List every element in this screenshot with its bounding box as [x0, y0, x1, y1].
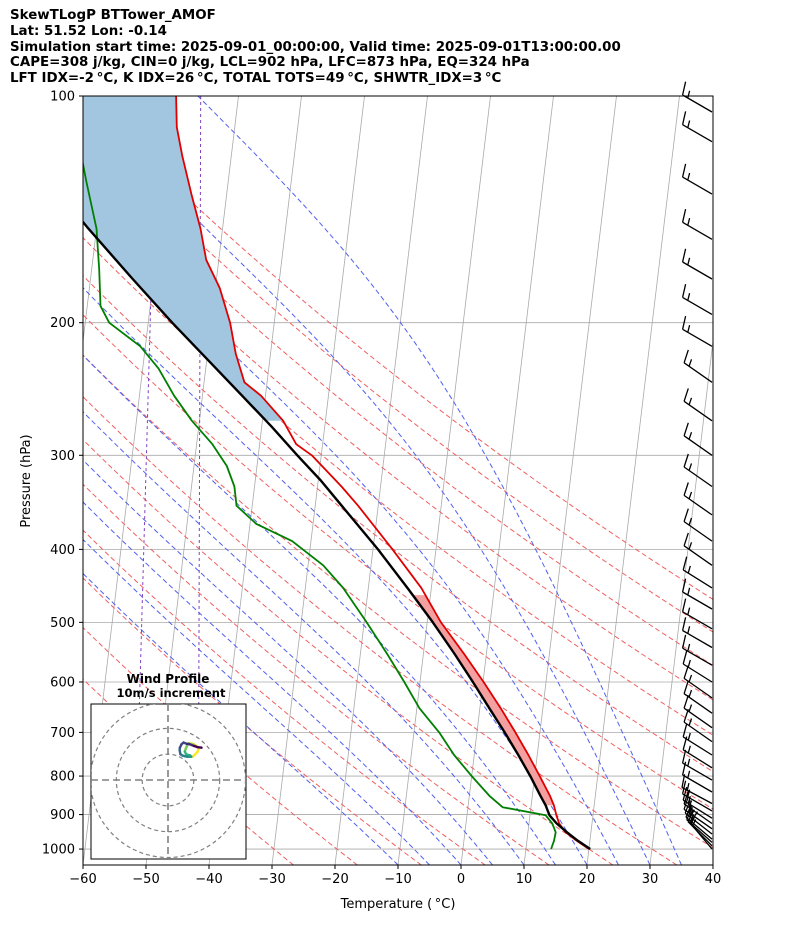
y-tick-label: 400: [50, 543, 75, 558]
wind-barb: [683, 665, 713, 699]
x-tick-label: −50: [132, 872, 159, 887]
x-tick-label: −60: [69, 872, 96, 887]
dry-adiabat-line: [83, 439, 614, 865]
moist-adiabat-line: [83, 459, 493, 865]
dry-adiabat-line: [83, 96, 713, 600]
y-axis-label: Pressure (hPa): [19, 434, 34, 527]
wind-barb: [681, 598, 713, 630]
y-tick-label: 100: [50, 90, 75, 105]
wind-barb: [681, 284, 713, 315]
dewpoint-line: [83, 159, 557, 850]
wind-barb: [683, 388, 713, 422]
x-tick-label: 20: [579, 872, 596, 887]
moist-adiabat-line: [83, 572, 399, 865]
title-line-location: Lat: 51.52 Lon: -0.14: [10, 23, 167, 39]
wind-barb: [681, 578, 713, 610]
y-tick-label: 800: [50, 770, 75, 785]
dry-adiabat-line: [83, 483, 550, 865]
y-tick-label: 300: [50, 449, 75, 464]
moist-adiabat-line: [83, 205, 619, 865]
y-tick-label: 500: [50, 616, 75, 631]
hodograph-plot: [91, 704, 246, 859]
x-tick-label: −20: [321, 872, 348, 887]
wind-barb: [681, 749, 713, 781]
x-tick-label: 10: [516, 872, 533, 887]
title-line-station: SkewTLogP BTTower_AMOF: [10, 8, 216, 23]
wind-barb: [681, 111, 713, 143]
y-tick-label: 200: [50, 316, 75, 331]
isotherm-line: [586, 96, 680, 865]
wind-barb: [683, 508, 713, 542]
dry-adiabat-line: [83, 129, 713, 633]
x-tick-label: −40: [195, 872, 222, 887]
hodograph-subtitle: 10m/s increment: [117, 686, 226, 700]
wind-barb: [681, 315, 713, 347]
wind-barb: [683, 349, 713, 383]
wind-barb: [682, 650, 713, 683]
dry-adiabat-line: [83, 274, 713, 773]
moist-adiabat-line: [197, 96, 682, 865]
moist-adiabat-line: [83, 103, 651, 865]
moist-adiabat-line: [83, 501, 462, 865]
dry-adiabat-line: [83, 354, 713, 849]
dry-adiabat-line: [83, 529, 486, 865]
wind-barbs: [681, 81, 713, 850]
title-line-cape: CAPE=308 j/kg, CIN=0 j/kg, LCL=902 hPa, …: [10, 55, 530, 71]
wind-barb: [683, 453, 713, 488]
dry-adiabat-line: [83, 314, 713, 810]
isotherm-line: [271, 96, 365, 865]
wind-barb: [683, 680, 713, 714]
dry-adiabat-line: [83, 200, 713, 701]
wind-barb: [683, 695, 713, 729]
wind-barb: [681, 81, 713, 113]
y-tick-label: 700: [50, 726, 75, 741]
parcel-line: [83, 220, 591, 850]
hodograph-title: Wind Profile: [127, 672, 210, 686]
dry-adiabat-line: [83, 396, 678, 865]
title-line-times: Simulation start time: 2025-09-01_00:00:…: [10, 39, 621, 55]
wind-barb: [683, 532, 713, 566]
y-tick-label: 600: [50, 675, 75, 690]
hodograph-segment: [196, 745, 203, 749]
wind-barb: [681, 163, 713, 195]
isotherm-line: [712, 861, 713, 865]
x-tick-label: 0: [457, 872, 465, 887]
cape-region: [412, 595, 554, 806]
wind-barb: [682, 723, 713, 756]
wind-barb: [682, 556, 713, 589]
moist-adiabat-line: [83, 538, 430, 865]
wind-barb: [683, 422, 713, 456]
x-tick-label: −10: [384, 872, 411, 887]
chart-title-block: SkewTLogP BTTower_AMOF Lat: 51.52 Lon: -…: [10, 8, 621, 87]
x-tick-label: 30: [642, 872, 659, 887]
wind-barb: [681, 617, 713, 649]
x-axis-label: Temperature ( °C): [340, 897, 456, 912]
wind-barb: [681, 248, 713, 280]
wind-barb: [681, 208, 713, 240]
dry-adiabat-line: [83, 577, 422, 865]
x-tick-label: −30: [258, 872, 285, 887]
x-tick-label: 40: [705, 872, 722, 887]
isotherm-line: [397, 96, 491, 865]
temperature-line: [175, 96, 590, 850]
isotherm-line: [649, 337, 713, 865]
dry-adiabat-line: [83, 626, 358, 865]
isotherm-line: [334, 96, 428, 865]
wind-barb: [683, 796, 713, 830]
isotherm-line: [523, 96, 617, 865]
isotherm-line: [460, 96, 554, 865]
moist-adiabat-line: [83, 354, 556, 865]
axes: −60 −50 −40 −30 −20 −10 0 10 20 30 40 1000 900 800 700…: [42, 90, 721, 888]
moist-adiabat-line: [83, 411, 525, 865]
y-tick-label: 1000: [42, 843, 75, 858]
wind-barb: [683, 482, 713, 516]
wind-barb: [681, 634, 713, 666]
moist-adiabat-line: [83, 287, 588, 865]
title-line-indices: LFT IDX=-2 °C, K IDX=26 °C, TOTAL TOTS=4…: [10, 71, 502, 87]
y-tick-label: 900: [50, 808, 75, 823]
